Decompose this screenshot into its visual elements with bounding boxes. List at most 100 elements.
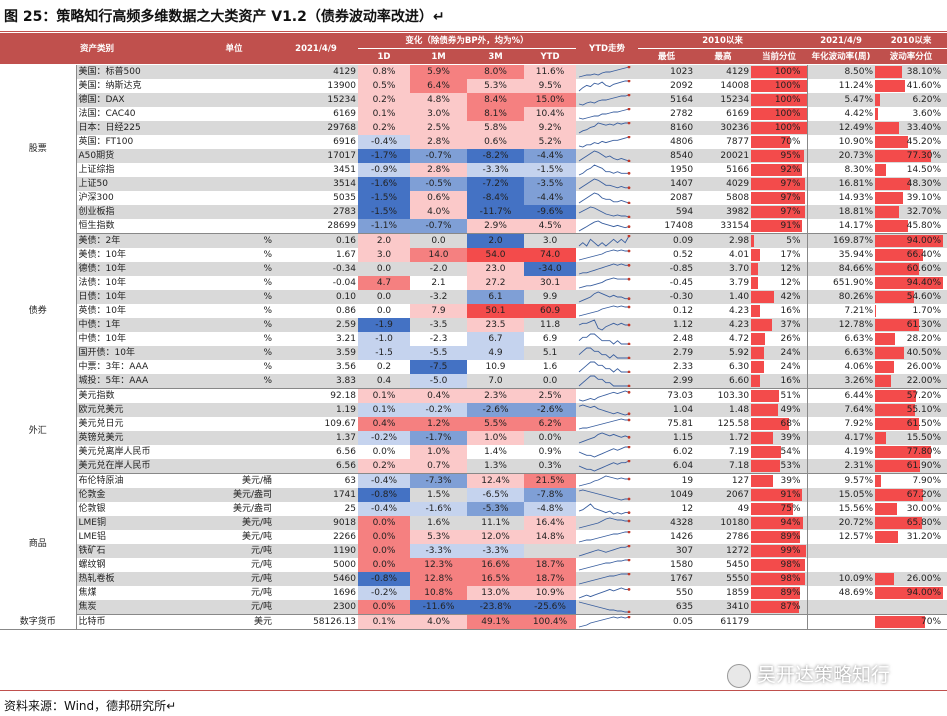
percentile-bar: 97% <box>751 191 807 205</box>
percentile-bar: 12% <box>751 262 808 276</box>
asset-unit: 美元/桶 <box>241 476 273 486</box>
high-value: 7.18 <box>695 459 752 474</box>
asset-name: 上证50 <box>76 177 195 191</box>
asset-name: 焦炭 <box>76 600 195 615</box>
change-d1: 0.0 <box>376 306 392 316</box>
change-ytd: -7.8% <box>524 488 577 502</box>
low-value: -0.30 <box>638 290 696 304</box>
sparkline-last-point <box>627 108 631 111</box>
change-d1: 0.0% <box>358 558 411 572</box>
asset-value: 1.37 <box>274 431 359 445</box>
sparkline-last-point <box>627 235 631 238</box>
asset-name: LME铝 <box>78 532 106 542</box>
percentile-fill <box>751 277 758 289</box>
change-d1: 0.8% <box>358 64 411 79</box>
sparkline-last-point <box>627 511 631 514</box>
change-m3: -2.6% <box>467 403 525 417</box>
asset-name: 法债：10年 <box>78 278 126 288</box>
annual-vol: 12.78% <box>806 318 876 332</box>
vol-percentile-text: 61.90% <box>906 461 942 471</box>
ytd-sparkline <box>576 431 639 445</box>
high-value: 125.58 <box>717 419 750 429</box>
percentile-text: 91% <box>780 490 801 500</box>
table-row: 上证50 3514 -1.6% -0.5% -7.2% -3.5% 1407 4029 97% 1… <box>0 177 947 191</box>
change-m1: 2.8% <box>410 135 468 149</box>
vol-percentile-bar: 94.00% <box>875 233 947 248</box>
ytd-sparkline <box>576 318 639 332</box>
table-row: 螺纹钢 元/吨 5000 0.0% 12.3% 16.6% 18.7% 1580 5450 98% <box>0 558 947 572</box>
asset-value: 25 <box>344 504 357 514</box>
asset-name: 沪深300 <box>78 193 114 203</box>
sparkline-chart <box>578 277 631 289</box>
sparkline-line <box>578 206 630 218</box>
vol-percentile-fill <box>875 517 923 529</box>
high-value: 4.72 <box>729 334 750 344</box>
table-row: 创业板指 2783 -1.5% 4.0% -11.7% -9.6% 594 3982 97% 18… <box>0 205 947 219</box>
change-m3: 5.3% <box>467 79 525 93</box>
percentile-text: 39% <box>780 476 801 486</box>
sparkline-last-point <box>627 215 631 218</box>
asset-name: 创业板指 <box>76 205 195 219</box>
asset-value: -0.34 <box>274 262 359 276</box>
percentile-text: 53% <box>780 461 801 471</box>
change-m3: -11.7% <box>467 205 525 219</box>
sparkline-line <box>578 277 630 289</box>
header-ytd: YTD <box>524 48 577 65</box>
percentile-bar: 89% <box>751 530 807 544</box>
annual-vol: 3.26% <box>806 374 876 389</box>
category-label: 债券 <box>0 233 77 389</box>
vol-percentile-fill <box>875 361 894 373</box>
ytd-sparkline <box>576 374 639 389</box>
sparkline-chart <box>578 206 631 218</box>
low-value: 73.03 <box>667 391 694 401</box>
percentile-fill <box>751 475 773 487</box>
header-low: 最低 <box>638 48 696 65</box>
high-value: 6.30 <box>729 362 750 372</box>
table-row: 美元兑离岸人民币 6.56 0.0% 1.0% 1.4% 0.9% 6.02 7.19 54% 4… <box>0 445 947 459</box>
high-value: 30236 <box>695 121 752 135</box>
percentile-bar: 100% <box>751 93 808 107</box>
asset-value: 2300 <box>274 600 359 615</box>
percentile-fill <box>751 390 780 402</box>
ytd-sparkline <box>576 219 639 234</box>
percentile-fill <box>751 178 805 190</box>
vol-percentile-bar <box>875 558 947 572</box>
sparkline-line <box>578 150 630 162</box>
vol-percentile-fill <box>875 616 926 628</box>
change-d1: -0.2% <box>358 431 411 445</box>
low-value: 0.09 <box>638 233 696 248</box>
percentile-text: 94% <box>780 518 801 528</box>
sparkline-line <box>578 545 630 557</box>
vol-percentile-bar: 39.10% <box>875 191 947 205</box>
low-value: 2.99 <box>638 374 696 389</box>
table-row: 焦煤 元/吨 1696 -0.2% 10.8% 13.0% 10.9% 550 1859 89% 4… <box>0 586 947 600</box>
asset-value: 3.21 <box>335 334 357 344</box>
sparkline-last-point <box>627 616 631 619</box>
sparkline-line <box>578 616 630 628</box>
sparkline-line <box>578 432 630 444</box>
percentile-bar: 75% <box>751 502 807 516</box>
asset-name: 德国：DAX <box>76 93 195 107</box>
asset-value: 63 <box>344 476 357 486</box>
vol-percentile-bar <box>875 544 947 558</box>
sparkline-line <box>578 319 630 331</box>
vol-percentile-fill <box>875 136 908 148</box>
asset-unit <box>194 459 275 474</box>
asset-name: 热轧卷板 <box>76 572 195 586</box>
vol-percentile-text: 38.10% <box>906 67 942 77</box>
percentile-fill <box>751 489 802 501</box>
sparkline-chart <box>578 545 631 557</box>
low-value: 1023 <box>638 64 696 79</box>
asset-unit <box>194 107 274 121</box>
percentile-bar: 98% <box>751 558 807 572</box>
low-value: 17408 <box>638 219 696 234</box>
change-ytd: 4.5% <box>524 219 577 234</box>
percentile-bar <box>751 614 808 630</box>
sparkline-chart <box>578 347 631 359</box>
high-value: 3410 <box>695 600 752 615</box>
high-value: 33154 <box>695 219 752 234</box>
change-ytd: 10.9% <box>524 586 577 600</box>
asset-unit: 美元 <box>194 614 275 630</box>
change-m1: -3.2 <box>410 290 468 304</box>
percentile-fill <box>751 192 805 204</box>
